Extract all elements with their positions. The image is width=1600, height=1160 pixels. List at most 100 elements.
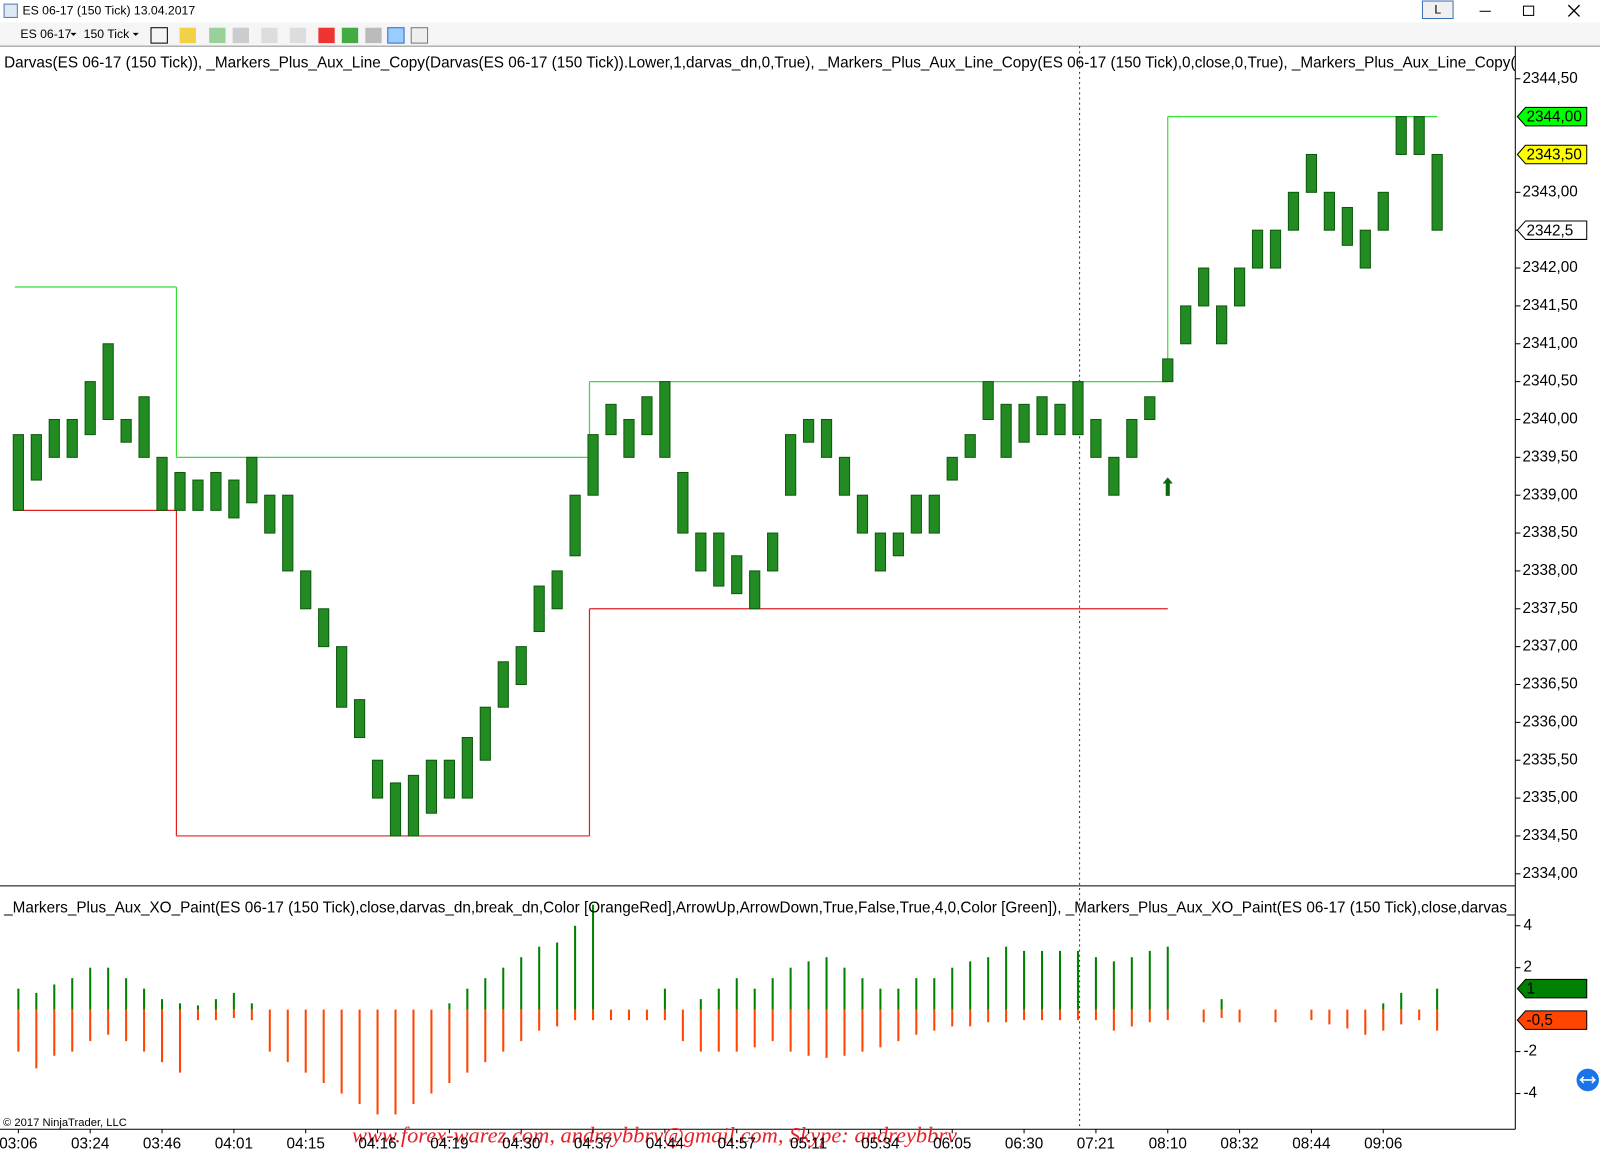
line-button[interactable] (209, 27, 226, 44)
range-bar (66, 418, 78, 458)
range-bar (389, 782, 402, 837)
range-bar (282, 494, 294, 572)
range-bar (48, 418, 60, 458)
range-bar (874, 532, 887, 572)
plot-area (12, 115, 1443, 1115)
y-tick-label: 2341,00 (1522, 335, 1577, 352)
maximize-button[interactable] (1522, 5, 1535, 16)
zoom-button[interactable] (289, 27, 307, 44)
range-bar (695, 532, 707, 572)
x-tick-label: 04:01 (215, 1136, 253, 1153)
range-bar (120, 418, 132, 443)
x-tick-label: 03:24 (71, 1136, 110, 1153)
properties-button[interactable] (410, 27, 429, 44)
close-button[interactable] (1567, 4, 1581, 17)
range-bar (1251, 229, 1264, 269)
y-tick-label: 2342,00 (1522, 259, 1577, 276)
y-tick-label: 2337,50 (1522, 600, 1577, 617)
range-bar (802, 418, 815, 443)
tool-button[interactable] (232, 27, 249, 44)
range-bar (820, 418, 833, 458)
x-tick-label: 03:06 (0, 1136, 38, 1153)
draw-button[interactable] (179, 27, 196, 44)
range-bar (156, 456, 168, 511)
range-bar (749, 570, 761, 610)
y-tick-label: 2334,00 (1522, 865, 1577, 882)
range-bar (928, 494, 940, 534)
price-panel-title: Darvas(ES 06-17 (150 Tick)), _Markers_Pl… (4, 55, 1600, 72)
y-tick-label: 2338,50 (1522, 524, 1577, 541)
range-bar (982, 381, 994, 420)
range-bar (1018, 403, 1030, 443)
interval-selector[interactable]: 150 Tick (84, 27, 130, 41)
range-bar (1162, 358, 1174, 383)
strategy-button[interactable] (341, 27, 359, 44)
y-tick-label: -2 (1523, 1043, 1537, 1060)
range-bar (515, 646, 527, 686)
x-tick-label: 04:19 (430, 1136, 468, 1153)
x-tick-label: 04:16 (358, 1136, 396, 1153)
instrument-selector[interactable]: ES 06-17 (20, 27, 71, 41)
y-tick-label: 2337,00 (1522, 638, 1577, 655)
y-tick-label: 4 (1523, 917, 1532, 934)
range-bar (336, 646, 348, 708)
y-tick-label: 2336,00 (1522, 713, 1577, 730)
range-bar (1233, 267, 1246, 307)
range-bar (910, 494, 922, 534)
range-bar (371, 759, 384, 799)
dollar-button[interactable] (387, 27, 405, 44)
x-tick-label: 04:15 (287, 1136, 325, 1153)
range-bar (731, 555, 743, 595)
range-bar (569, 494, 581, 557)
range-bar (174, 471, 186, 511)
x-tick-label: 09:06 (1364, 1136, 1402, 1153)
range-bar (1395, 116, 1407, 155)
range-bar (1287, 191, 1300, 231)
range-bar (1072, 381, 1084, 436)
range-bar (1000, 403, 1012, 458)
x-tick-label: 08:32 (1220, 1136, 1258, 1153)
window-title: ES 06-17 (150 Tick) 13.04.2017 (22, 4, 195, 18)
range-bar (353, 699, 366, 739)
range-bar (533, 585, 545, 633)
title-bar (0, 0, 1600, 23)
range-bar (497, 661, 509, 708)
range-bar (192, 479, 204, 511)
range-bar (1377, 191, 1389, 231)
range-bar (1180, 305, 1192, 345)
y-tick-label: 2335,00 (1522, 789, 1577, 806)
price-marker-label: 2343,50 (1527, 147, 1582, 164)
range-bar (838, 456, 851, 496)
template-button[interactable] (365, 27, 382, 44)
x-tick-label: 06:30 (1005, 1136, 1043, 1153)
range-bar (641, 396, 653, 436)
range-bar (1341, 206, 1353, 246)
range-bar (1323, 191, 1336, 231)
y-tick-label: 2340,50 (1522, 373, 1577, 390)
bar-style-button[interactable] (150, 27, 168, 44)
cursor-button[interactable] (261, 27, 278, 44)
watermark: www.forex-warez.com, andreybbrv@gmail.co… (352, 1123, 957, 1148)
range-bar (551, 570, 563, 610)
range-bar (856, 494, 869, 534)
price-marker (1516, 106, 1588, 127)
y-tick-label: 2 (1523, 959, 1532, 976)
indicator-button[interactable] (318, 27, 335, 44)
price-marker-label: 2344,00 (1527, 109, 1582, 126)
arrow-up (1162, 477, 1173, 496)
range-bar (1305, 153, 1318, 193)
range-bar (784, 434, 797, 496)
range-bar (1216, 305, 1228, 345)
price-marker (1516, 978, 1588, 999)
range-bar (713, 532, 725, 587)
link-button[interactable] (1421, 0, 1454, 19)
range-bar (892, 532, 904, 557)
range-bar (407, 774, 420, 837)
price-marker (1516, 144, 1588, 165)
link-button-label[interactable]: L (1434, 2, 1441, 16)
range-bar (587, 434, 599, 496)
y-tick-label: 2338,00 (1522, 562, 1577, 579)
